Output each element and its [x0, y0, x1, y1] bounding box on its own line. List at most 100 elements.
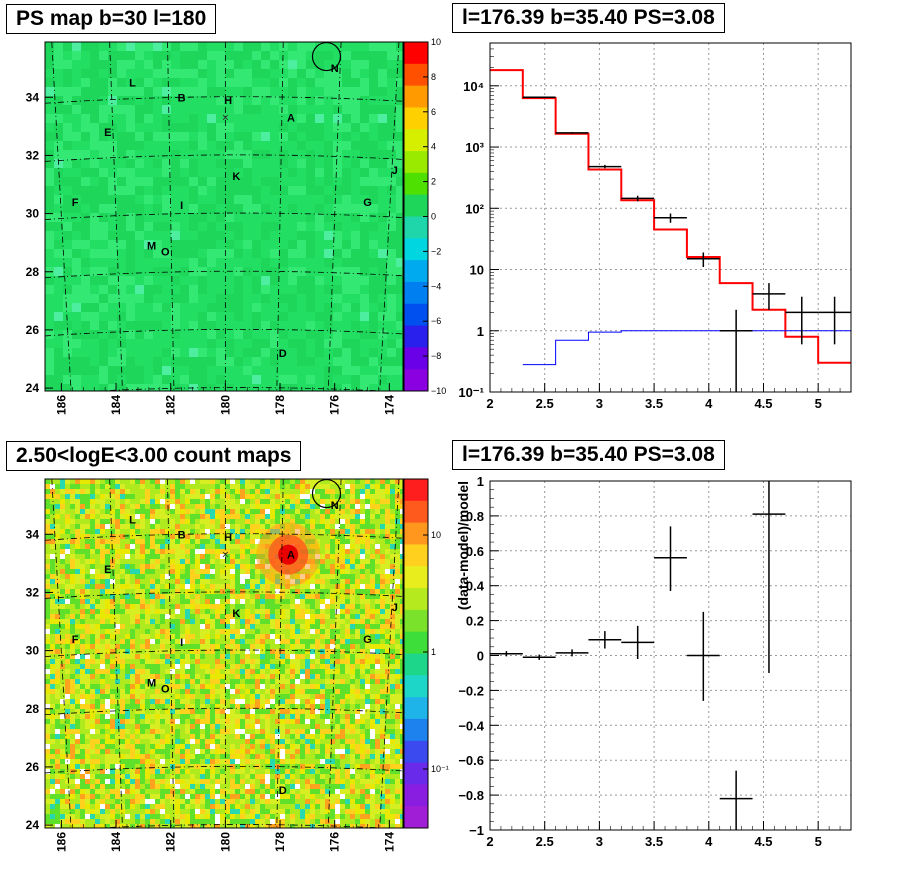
y-tick-label: 28: [26, 265, 40, 279]
x-tick-label: 2: [486, 396, 493, 411]
source-label-K: K: [232, 171, 240, 183]
x-tick-label: 186: [54, 832, 68, 852]
x-tick-label: 3.5: [645, 834, 663, 849]
x-tick-label: 186: [54, 395, 68, 415]
y-tick-label: 1: [477, 324, 484, 339]
colorbar-tick-label: −8: [431, 351, 441, 361]
y-tick-label: 32: [26, 148, 40, 162]
y-tick-label: 1: [477, 474, 484, 489]
y-tick-label: −0.4: [458, 718, 484, 733]
source-label-I: I: [180, 637, 183, 649]
colorbar-tick-label: 2: [431, 177, 436, 187]
colorbar-segment: [404, 763, 428, 785]
y-axis-label: (data-model)/model: [455, 481, 471, 610]
source-label-J: J: [392, 602, 398, 614]
colorbar-tick-label: −6: [431, 316, 441, 326]
x-tick-label: 184: [109, 832, 123, 852]
colorbar-segment: [404, 369, 428, 391]
colorbar-segment: [404, 610, 428, 632]
y-tick-label: 10²: [465, 201, 484, 216]
x-tick-label: 2.5: [536, 396, 554, 411]
count-map: ××NLBHAEJKFIGMOCD18618418218017817617424…: [0, 437, 450, 875]
x-tick-label: 182: [164, 395, 178, 415]
colorbar-tick-label: −4: [431, 281, 441, 291]
source-label-H: H: [224, 532, 232, 544]
colorbar-segment: [404, 195, 428, 217]
ps-map: ××NLBHAEJKFIGMOCD18618418218017817617424…: [0, 0, 450, 437]
colorbar-segment: [404, 260, 428, 282]
y-tick-label: 34: [26, 527, 40, 541]
colorbar-segment: [404, 347, 428, 369]
source-label-J: J: [392, 165, 398, 177]
y-tick-label: 32: [26, 585, 40, 599]
residual-title: l=176.39 b=35.40 PS=3.08: [452, 440, 725, 470]
x-tick-label: 4: [705, 396, 713, 411]
y-tick-label: 0.2: [466, 614, 484, 629]
source-label-E: E: [104, 127, 111, 139]
y-tick-label: 30: [26, 207, 40, 221]
x-tick-label: 178: [273, 832, 287, 852]
y-tick-label: −0.8: [458, 788, 484, 803]
colorbar-segment: [404, 654, 428, 676]
x-tick-label: 5: [815, 834, 822, 849]
colorbar-tick-label: 8: [431, 72, 436, 82]
colorbar-segment: [404, 501, 428, 523]
source-label-K: K: [232, 608, 240, 620]
colorbar-segment: [404, 42, 428, 64]
colorbar-segment: [404, 588, 428, 610]
colorbar-segment: [404, 806, 428, 828]
x-tick-label: 176: [328, 832, 342, 852]
x-tick-label: 2: [486, 834, 493, 849]
source-label-A: A: [287, 550, 295, 562]
x-tick-label: 2.5: [536, 834, 554, 849]
x-tick-label: 174: [382, 395, 396, 415]
y-tick-label: −1: [469, 823, 484, 838]
colorbar-segment: [404, 632, 428, 654]
x-tick-label: 3: [596, 396, 603, 411]
colorbar-segment: [404, 479, 428, 501]
source-label-O: O: [161, 246, 170, 258]
source-label-A: A: [287, 113, 295, 125]
ps-map-title: PS map b=30 l=180: [6, 4, 216, 34]
colorbar-segment: [404, 675, 428, 697]
x-tick-label: 182: [164, 832, 178, 852]
colorbar-segment: [404, 697, 428, 719]
marker-cross: ×: [222, 111, 229, 125]
y-tick-label: 34: [26, 90, 40, 104]
source-label-L: L: [129, 515, 136, 527]
colorbar-tick-label: 4: [431, 142, 436, 152]
x-tick-label: 4: [705, 834, 713, 849]
source-label-N: N: [331, 63, 339, 75]
colorbar-segment: [404, 64, 428, 86]
colorbar-tick-label: 0: [431, 212, 436, 222]
colorbar-tick-label: −2: [431, 246, 441, 256]
y-tick-label: 30: [26, 644, 40, 658]
source-label-N: N: [331, 500, 339, 512]
colorbar-segment: [404, 173, 428, 195]
ps-map-panel: ××NLBHAEJKFIGMOCD18618418218017817617424…: [0, 0, 450, 437]
colorbar-tick-label: 10: [431, 530, 441, 540]
source-label-D: D: [279, 785, 287, 797]
colorbar-segment: [404, 107, 428, 129]
source-label-H: H: [224, 95, 232, 107]
y-tick-label: 10³: [465, 140, 484, 155]
x-tick-label: 184: [109, 395, 123, 415]
x-tick-label: 178: [273, 395, 287, 415]
x-tick-label: 4.5: [754, 834, 772, 849]
colorbar-segment: [404, 544, 428, 566]
y-tick-label: 10: [470, 263, 484, 278]
colorbar-tick-label: 10: [431, 37, 441, 47]
colorbar-segment: [404, 741, 428, 763]
y-tick-label: 26: [26, 323, 40, 337]
x-tick-label: 176: [328, 395, 342, 415]
y-tick-label: 24: [26, 381, 40, 395]
y-tick-label: 26: [26, 760, 40, 774]
colorbar-segment: [404, 217, 428, 239]
colorbar-segment: [404, 523, 428, 545]
y-tick-label: −0.2: [458, 683, 484, 698]
y-tick-label: −0.6: [458, 753, 484, 768]
colorbar-segment: [404, 238, 428, 260]
